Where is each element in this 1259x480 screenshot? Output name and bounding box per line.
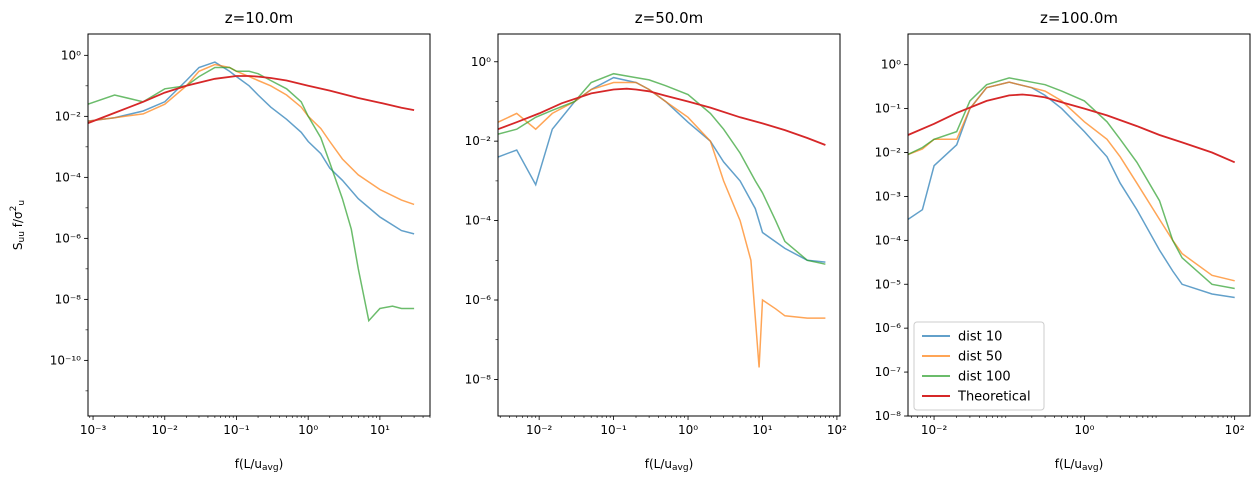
y-tick-label: 10⁻⁷ [875, 365, 902, 379]
x-tick-label: 10⁻² [921, 423, 948, 437]
x-tick-label: 10⁻¹ [600, 423, 627, 437]
x-tick-label: 10⁰ [1074, 423, 1094, 437]
y-tick-label: 10⁰ [471, 55, 491, 69]
plot-area-z50: 10⁻² 10⁻¹ 10⁰ 10¹ 10² 10⁻⁸ 10⁻⁶ 10⁻⁴ 10⁻² 10⁰ [465, 33, 847, 437]
series-group [908, 77, 1236, 299]
series-line-dist-100 [498, 72, 826, 265]
plot-frame [87, 33, 431, 417]
series-group [498, 72, 826, 368]
series-line-dist-10 [88, 61, 415, 235]
y-axis: 10⁻⁸ 10⁻⁶ 10⁻⁴ 10⁻² 10⁰ [465, 55, 498, 386]
y-tick-label: 10⁻⁴ [465, 214, 492, 228]
x-axis-label-z100: f(L/uavg) [1055, 457, 1104, 473]
y-tick-label: 10⁻⁶ [465, 293, 492, 307]
plot-area-z10: 10⁻³ 10⁻² 10⁻¹ 10⁰ 10¹10⁻¹⁰10⁻⁸10⁻⁶10⁻⁴10⁻²1… [50, 33, 431, 437]
x-axis: 10⁻² 10⁻¹ 10⁰ 10¹ 10² [499, 416, 847, 437]
x-tick-label: 10⁰ [298, 423, 318, 437]
y-tick-label: 10⁻¹⁰ [50, 353, 81, 367]
panel-title-z100: z=100.0m [1040, 9, 1118, 27]
series-line-dist-10 [498, 76, 826, 263]
y-tick-label: 10⁻² [875, 146, 902, 160]
y-tick-label: 10⁻⁸ [465, 372, 492, 386]
y-tick-label: 10⁻² [465, 134, 492, 148]
x-tick-label: 10⁻² [152, 423, 179, 437]
x-tick-label: 10¹ [752, 423, 772, 437]
legend-label: dist 10 [958, 330, 1002, 345]
series-line-dist-100 [88, 66, 415, 323]
legend: dist 10 dist 50 dist 100 Theoretical [913, 321, 1045, 411]
y-tick-label: 10⁻² [55, 109, 82, 123]
y-tick-label: 10⁻⁸ [875, 409, 902, 423]
series-line-dist-100 [908, 77, 1235, 290]
plot-frame [907, 33, 1251, 417]
y-tick-label: 10⁻⁶ [55, 231, 82, 245]
legend-label: dist 100 [958, 370, 1011, 385]
y-axis: 10⁻⁸ 10⁻⁷ 10⁻⁶ 10⁻⁵ 10⁻⁴ 10⁻³ 10⁻² 10⁻¹ 10⁰ [875, 58, 908, 423]
x-axis: 10⁻² 10⁰ 10² [911, 416, 1245, 437]
panel-z50: z=50.0m 10⁻² 10⁻¹ 10⁰ 10¹ 10²10⁻⁸10⁻⁶10⁻⁴10⁻… [465, 9, 848, 473]
y-tick-label: 10⁻⁶ [875, 321, 902, 335]
series-line-dist-50 [498, 81, 826, 368]
y-tick-label: 10⁻¹ [875, 102, 902, 116]
y-tick-label: 10⁻⁴ [875, 233, 902, 247]
panel-z10: z=10.0m 10⁻³ 10⁻² 10⁻¹ 10⁰ 10¹10⁻¹⁰10⁻⁸10⁻⁶1… [9, 9, 431, 473]
x-axis-label-z10: f(L/uavg) [235, 457, 284, 473]
y-tick-label: 10⁻⁸ [55, 292, 82, 306]
series-line-dist-10 [908, 81, 1235, 299]
x-axis-label-z50: f(L/uavg) [645, 457, 694, 473]
panel-title-z50: z=50.0m [635, 9, 703, 27]
series-line-dist-50 [88, 63, 415, 206]
x-tick-label: 10² [1225, 423, 1245, 437]
y-tick-label: 10⁰ [881, 58, 901, 72]
x-axis: 10⁻³ 10⁻² 10⁻¹ 10⁰ 10¹ [80, 416, 431, 437]
panel-title-z10: z=10.0m [225, 9, 293, 27]
series-line-theoretical [908, 93, 1236, 164]
panel-z100: z=100.0m 10⁻² 10⁰ 10²10⁻⁸10⁻⁷10⁻⁶10⁻⁵10⁻⁴1… [875, 9, 1251, 473]
y-tick-label: 10⁻³ [875, 189, 902, 203]
x-tick-label: 10⁻² [526, 423, 553, 437]
series-line-theoretical [88, 75, 415, 124]
plot-area-z100: 10⁻² 10⁰ 10²10⁻⁸10⁻⁷10⁻⁶10⁻⁵10⁻⁴10⁻³10⁻²10… [875, 33, 1251, 437]
x-tick-label: 10¹ [370, 423, 390, 437]
x-tick-label: 10² [827, 423, 847, 437]
x-tick-label: 10⁰ [678, 423, 698, 437]
legend-box [913, 321, 1045, 411]
y-axis-label: Suu f/σ2u [9, 200, 27, 250]
x-tick-label: 10⁻¹ [223, 423, 250, 437]
legend-label: dist 50 [958, 350, 1002, 365]
legend-label: Theoretical [957, 390, 1031, 405]
y-tick-label: 10⁰ [61, 48, 81, 62]
plot-frame [497, 33, 841, 417]
y-tick-label: 10⁻⁴ [55, 170, 82, 184]
series-group [88, 61, 415, 323]
series-line-theoretical [498, 87, 826, 146]
y-tick-label: 10⁻⁵ [875, 277, 902, 291]
x-tick-label: 10⁻³ [80, 423, 107, 437]
y-axis: 10⁻¹⁰ 10⁻⁸ 10⁻⁶ 10⁻⁴ 10⁻² 10⁰ [50, 48, 88, 392]
